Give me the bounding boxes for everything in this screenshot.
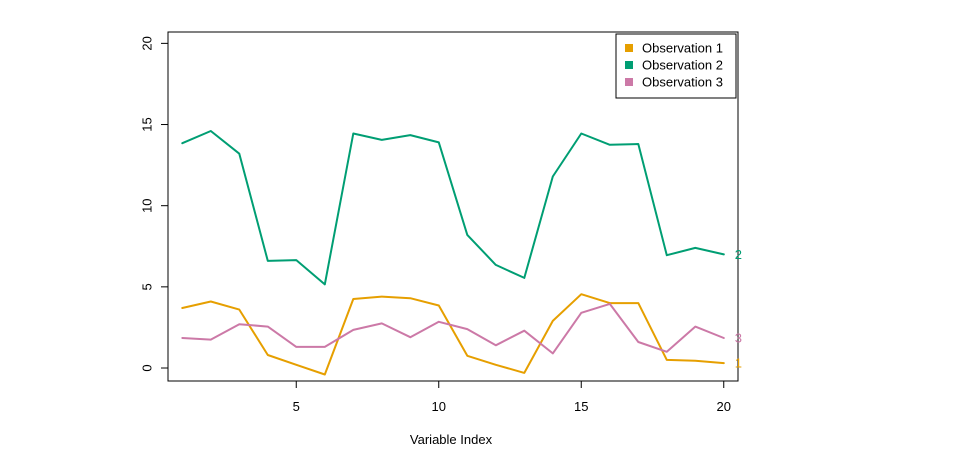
legend-swatch bbox=[625, 78, 633, 86]
y-tick-label: 15 bbox=[140, 117, 155, 131]
x-axis-label: Variable Index bbox=[410, 432, 493, 447]
series-layer bbox=[181, 130, 725, 376]
legend-label: Observation 1 bbox=[642, 41, 723, 56]
legend-label: Observation 3 bbox=[642, 75, 723, 90]
y-tick-label: 0 bbox=[140, 364, 155, 371]
end-labels: 1 2 3 bbox=[735, 247, 742, 371]
legend-box bbox=[615, 33, 737, 99]
series-end-label: 1 bbox=[735, 356, 742, 371]
legend-swatch bbox=[625, 61, 633, 69]
legend-swatch bbox=[625, 44, 633, 52]
y-axis: 0 5 10 15 20 bbox=[140, 36, 169, 372]
series-line-observation-1 bbox=[181, 293, 725, 376]
y-tick-label: 20 bbox=[140, 36, 155, 50]
legend: Observation 1 Observation 2 Observation 3 bbox=[615, 33, 737, 99]
x-axis: 5 10 15 20 bbox=[293, 380, 731, 414]
x-tick-label: 10 bbox=[432, 399, 446, 414]
x-tick-label: 15 bbox=[574, 399, 588, 414]
series-line-observation-3 bbox=[181, 302, 725, 355]
x-tick-label: 5 bbox=[293, 399, 300, 414]
legend-label: Observation 2 bbox=[642, 58, 723, 73]
x-tick-label: 20 bbox=[717, 399, 731, 414]
series-line-observation-2 bbox=[181, 130, 725, 286]
series-end-label: 3 bbox=[735, 330, 742, 345]
series-end-label: 2 bbox=[735, 247, 742, 262]
y-tick-label: 10 bbox=[140, 198, 155, 212]
y-tick-label: 5 bbox=[140, 283, 155, 290]
